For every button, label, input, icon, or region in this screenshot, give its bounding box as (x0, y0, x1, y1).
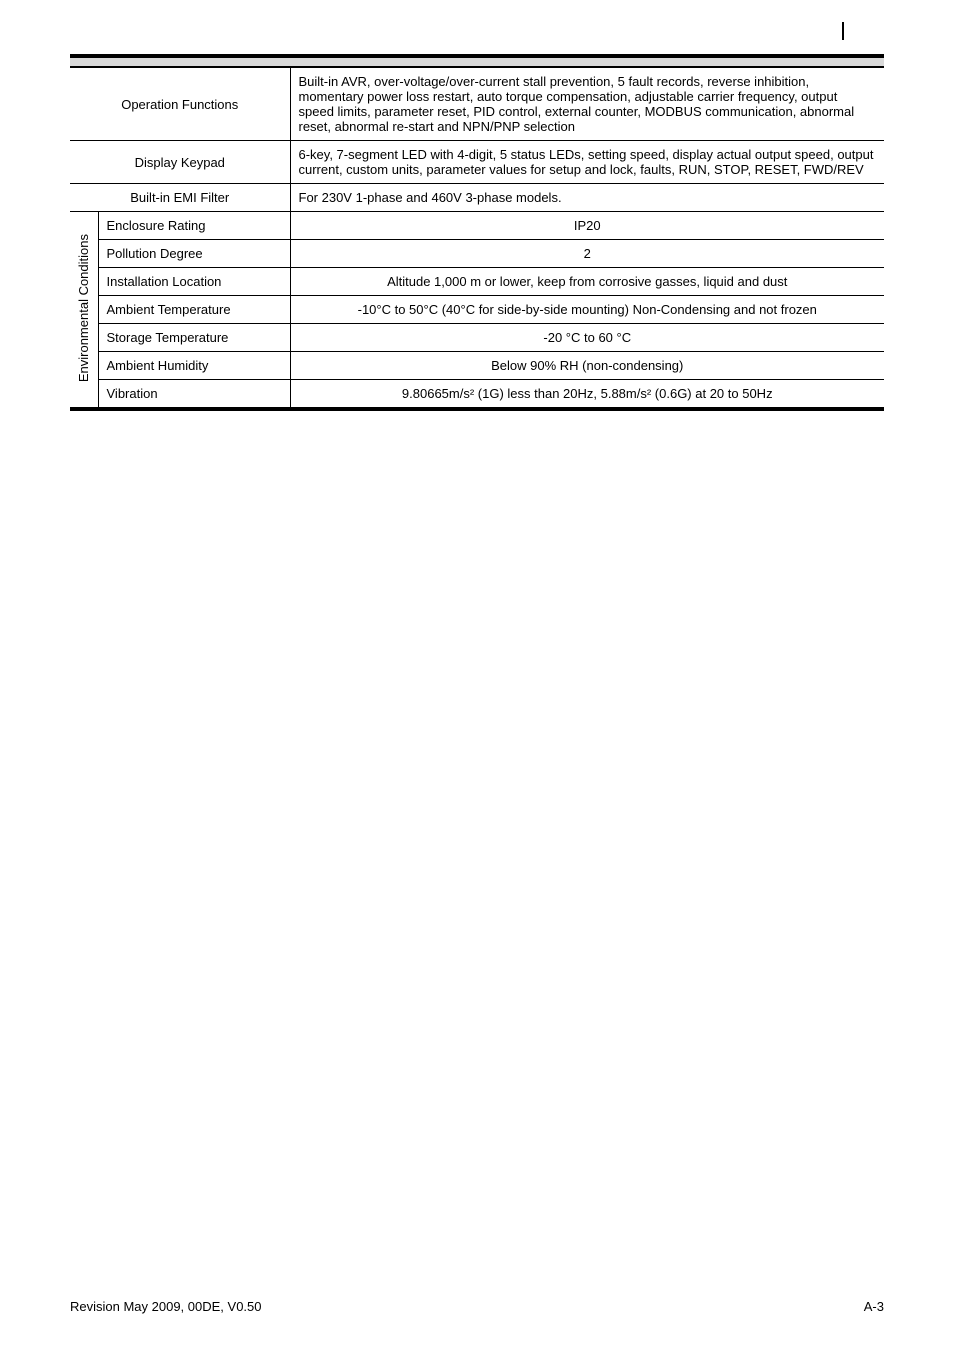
row-enclosure-rating: Environmental Conditions Enclosure Ratin… (70, 212, 884, 240)
label-ambient-humidity: Ambient Humidity (98, 352, 290, 380)
label-storage-temperature: Storage Temperature (98, 324, 290, 352)
row-display-keypad: Display Keypad 6-key, 7-segment LED with… (70, 141, 884, 184)
page-footer: Revision May 2009, 00DE, V0.50 A-3 (70, 1299, 884, 1314)
bottom-thick-rule (70, 408, 884, 411)
env-conditions-group-label: Environmental Conditions (70, 212, 98, 408)
value-ambient-temperature: -10°C to 50°C (40°C for side-by-side mou… (290, 296, 884, 324)
row-ambient-humidity: Ambient Humidity Below 90% RH (non-conde… (70, 352, 884, 380)
label-pollution-degree: Pollution Degree (98, 240, 290, 268)
row-pollution-degree: Pollution Degree 2 (70, 240, 884, 268)
row-ambient-temperature: Ambient Temperature -10°C to 50°C (40°C … (70, 296, 884, 324)
label-operation-functions: Operation Functions (70, 68, 290, 141)
grey-gap-row (70, 58, 884, 66)
row-vibration: Vibration 9.80665m/s² (1G) less than 20H… (70, 380, 884, 408)
value-emi-filter: For 230V 1-phase and 460V 3-phase models… (290, 184, 884, 212)
value-enclosure-rating: IP20 (290, 212, 884, 240)
value-operation-functions: Built-in AVR, over-voltage/over-current … (290, 68, 884, 141)
value-display-keypad: 6-key, 7-segment LED with 4-digit, 5 sta… (290, 141, 884, 184)
footer-revision: Revision May 2009, 00DE, V0.50 (70, 1299, 262, 1314)
value-pollution-degree: 2 (290, 240, 884, 268)
value-vibration: 9.80665m/s² (1G) less than 20Hz, 5.88m/s… (290, 380, 884, 408)
label-ambient-temperature: Ambient Temperature (98, 296, 290, 324)
label-enclosure-rating: Enclosure Rating (98, 212, 290, 240)
label-vibration: Vibration (98, 380, 290, 408)
label-installation-location: Installation Location (98, 268, 290, 296)
top-cursor-mark (842, 22, 844, 40)
spec-table: Operation Functions Built-in AVR, over-v… (70, 68, 884, 408)
value-ambient-humidity: Below 90% RH (non-condensing) (290, 352, 884, 380)
value-storage-temperature: -20 °C to 60 °C (290, 324, 884, 352)
row-storage-temperature: Storage Temperature -20 °C to 60 °C (70, 324, 884, 352)
label-display-keypad: Display Keypad (70, 141, 290, 184)
row-installation-location: Installation Location Altitude 1,000 m o… (70, 268, 884, 296)
row-operation-functions: Operation Functions Built-in AVR, over-v… (70, 68, 884, 141)
value-installation-location: Altitude 1,000 m or lower, keep from cor… (290, 268, 884, 296)
row-emi-filter: Built-in EMI Filter For 230V 1-phase and… (70, 184, 884, 212)
footer-page-number: A-3 (864, 1299, 884, 1314)
label-emi-filter: Built-in EMI Filter (70, 184, 290, 212)
